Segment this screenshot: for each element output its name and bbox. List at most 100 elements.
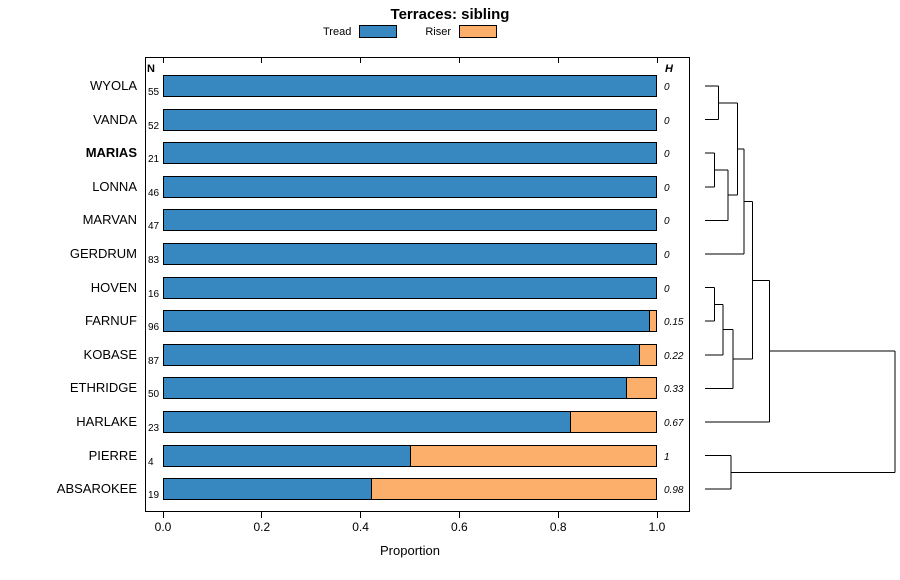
h-column-header: H — [665, 63, 673, 75]
x-axis-tick-top — [656, 58, 658, 63]
row-label: HOVEN — [90, 279, 137, 295]
bar-segment-tread — [164, 479, 371, 500]
row-n-value: 23 — [148, 423, 160, 434]
bar-segment-tread — [164, 143, 656, 164]
plot-area — [145, 57, 690, 512]
bar-segment-riser — [370, 479, 656, 500]
legend-item: Riser — [425, 25, 497, 38]
bar-segment-tread — [164, 76, 656, 96]
bar-row — [163, 310, 657, 333]
x-axis-tick-top — [162, 58, 164, 63]
x-axis-tick-top — [360, 58, 362, 63]
x-axis-tick-top — [458, 58, 460, 63]
row-label: MARVAN — [82, 212, 137, 228]
row-h-value: 0 — [664, 115, 670, 127]
bar-row — [163, 478, 657, 501]
bar-segment-tread — [164, 311, 649, 332]
row-label: FARNUF — [85, 313, 137, 329]
bar-segment-riser — [626, 378, 656, 399]
row-label: LONNA — [92, 178, 137, 194]
x-axis-tick-bottom — [162, 512, 164, 518]
bar-row — [163, 411, 657, 433]
row-label: GERDRUM — [69, 246, 137, 261]
row-label: MARIAS — [85, 145, 137, 161]
bar-row — [163, 444, 657, 467]
bar-row — [163, 209, 657, 232]
row-h-value: 0 — [664, 283, 670, 295]
bar-segment-tread — [164, 176, 656, 197]
row-h-value: 0.33 — [664, 384, 684, 396]
row-n-value: 87 — [148, 355, 160, 367]
legend-label: Riser — [425, 25, 451, 38]
bar-segment-tread — [164, 445, 410, 466]
bar-segment-riser — [638, 344, 656, 365]
legend-swatch — [359, 25, 398, 38]
bar-row — [163, 276, 657, 299]
row-n-value: 19 — [148, 490, 160, 502]
row-h-value: 1 — [664, 451, 670, 463]
bar-segment-tread — [164, 244, 656, 264]
x-axis-tick-top — [261, 58, 263, 63]
x-axis-tick-bottom — [656, 512, 658, 518]
row-label: ETHRIDGE — [69, 380, 137, 396]
x-axis-tick-label: 0.2 — [253, 520, 271, 534]
row-n-value: 16 — [148, 288, 160, 300]
x-axis-tick-bottom — [458, 512, 460, 518]
row-n-value: 4 — [148, 456, 154, 468]
x-axis-tick-label: 0.6 — [451, 520, 468, 534]
row-n-value: 21 — [148, 154, 160, 166]
bar-segment-riser — [410, 445, 656, 466]
bar-row — [163, 343, 657, 366]
x-axis-tick-bottom — [557, 512, 559, 518]
row-h-value: 0.15 — [664, 317, 684, 329]
row-label: KOBASE — [83, 346, 137, 362]
row-label: PIERRE — [88, 447, 137, 463]
bar-row — [163, 243, 657, 265]
row-h-value: 0 — [664, 182, 670, 194]
row-label: VANDA — [93, 111, 137, 127]
row-label: WYOLA — [90, 78, 137, 93]
row-n-value: 50 — [148, 389, 160, 401]
row-h-value: 0 — [664, 149, 670, 161]
x-axis-title: Proportion — [380, 543, 440, 558]
row-label: HARLAKE — [76, 414, 137, 429]
legend-label: Tread — [323, 25, 352, 38]
bar-segment-tread — [164, 412, 570, 432]
x-axis-tick-bottom — [360, 512, 362, 518]
row-h-value: 0.22 — [664, 350, 684, 362]
bar-row — [163, 142, 657, 165]
row-h-value: 0 — [664, 216, 670, 228]
row-n-value: 46 — [148, 187, 160, 199]
chart-title: Terraces: sibling — [390, 6, 510, 23]
row-n-value: 55 — [148, 87, 160, 98]
bar-segment-riser — [648, 311, 656, 332]
bar-segment-tread — [164, 210, 656, 231]
bar-row — [163, 377, 657, 400]
dendrogram — [705, 85, 896, 490]
x-axis-tick-bottom — [261, 512, 263, 518]
legend: Tread Riser — [145, 25, 675, 38]
row-h-value: 0.67 — [664, 418, 684, 429]
bar-segment-tread — [164, 344, 639, 365]
x-axis-tick-label: 0.4 — [352, 520, 369, 534]
x-axis-tick-label: 0.0 — [154, 520, 172, 534]
x-axis-tick-label: 0.8 — [549, 520, 567, 534]
legend-swatch — [459, 25, 497, 38]
row-n-value: 52 — [148, 120, 160, 132]
row-n-value: 83 — [148, 255, 160, 266]
x-axis-tick-top — [557, 58, 559, 63]
row-n-value: 47 — [148, 221, 160, 233]
row-h-value: 0 — [664, 250, 670, 261]
bar-segment-tread — [164, 277, 656, 298]
n-column-header: N — [147, 63, 155, 75]
bar-row — [163, 108, 657, 131]
legend-item: Tread — [323, 25, 398, 38]
bar-segment-tread — [164, 378, 627, 399]
bar-segment-riser — [569, 412, 656, 432]
row-label: ABSAROKEE — [56, 481, 137, 497]
row-n-value: 96 — [148, 322, 160, 334]
bar-row — [163, 175, 657, 198]
bar-row — [163, 75, 657, 97]
bar-segment-tread — [164, 109, 656, 130]
